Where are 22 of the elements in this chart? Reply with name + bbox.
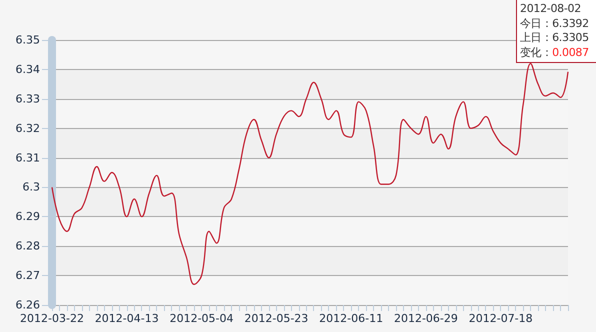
x-tick-label: 2012-05-23 bbox=[244, 312, 308, 325]
x-tick-label: 2012-06-29 bbox=[394, 312, 458, 325]
annotation: 变化：0.0087 bbox=[520, 46, 589, 58]
y-tick-label: 6.35 bbox=[16, 34, 40, 46]
y-tick-label: 6.29 bbox=[16, 210, 40, 224]
text: 今日：6.3392 bbox=[520, 16, 590, 31]
x-tick-label: 2012-07-18 bbox=[468, 312, 533, 325]
x-tick-label: 2012-05-04 bbox=[170, 312, 234, 325]
text: 2012-08-02 bbox=[520, 2, 582, 16]
y-tick-label: 6.32 bbox=[16, 122, 40, 135]
y-tick-label: 6.27 bbox=[16, 269, 40, 282]
y-tick-label: 6.33 bbox=[16, 92, 40, 106]
line-series bbox=[51, 62, 569, 285]
x-tick-label: 2012-04-13 bbox=[94, 312, 159, 325]
x-tick-label: 2012-03-22 bbox=[20, 312, 84, 325]
y-tick-label: 6.34 bbox=[16, 62, 40, 76]
y-tick-label: 6.31 bbox=[16, 151, 40, 164]
y-tick-label: 6.3 bbox=[22, 180, 40, 194]
y-tick-label: 6.28 bbox=[16, 240, 40, 253]
x-tick-label: 2012-06-11 bbox=[319, 312, 384, 325]
annotation: 上日：6.3305 bbox=[520, 31, 590, 46]
y-tick-label: 6.26 bbox=[16, 298, 40, 312]
